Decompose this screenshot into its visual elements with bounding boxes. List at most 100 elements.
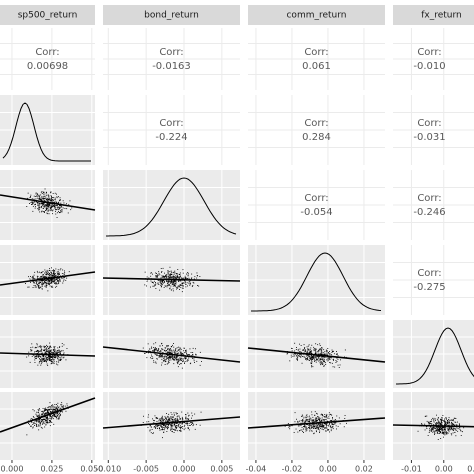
scatter-dot (315, 430, 317, 432)
x-tick-label: 0.005 (210, 465, 233, 474)
scatter-dot (58, 407, 59, 409)
scatter-dot (56, 407, 57, 409)
scatter-dot (56, 285, 58, 287)
scatter-dot (196, 272, 198, 274)
scatter-dot (441, 419, 443, 421)
strip-label: sp500_return (18, 11, 78, 21)
scatter-dot (176, 361, 178, 363)
scatter-dot (32, 416, 34, 417)
x-tick-label: 0.00 (435, 465, 453, 474)
scatter-dot (57, 283, 59, 285)
scatter-dot (159, 356, 161, 357)
scatter-dot (61, 410, 63, 412)
scatter-dot (327, 352, 329, 354)
scatter-dot (310, 417, 312, 419)
scatter-dot (315, 417, 317, 419)
scatter-dot (32, 281, 34, 282)
scatter-dot (161, 358, 163, 360)
scatter-dot (445, 423, 447, 425)
scatter-dot (42, 205, 44, 207)
scatter-dot (304, 420, 306, 422)
scatter-dot (47, 346, 48, 348)
scatter-dot (57, 357, 58, 359)
scatter-dot (429, 423, 431, 424)
scatter-dot (56, 277, 58, 279)
scatter-dot (179, 274, 180, 275)
scatter-dot (176, 422, 177, 424)
scatter-dot (151, 356, 153, 357)
scatter-dot (184, 275, 186, 277)
scatter-dot (48, 355, 50, 357)
scatter-dot (36, 275, 38, 277)
scatter-dot (53, 204, 55, 206)
scatter-dot (46, 351, 47, 352)
scatter-dot (310, 427, 312, 429)
scatter-dot (166, 427, 168, 429)
scatter-dot (51, 278, 53, 280)
scatter-dot (172, 276, 174, 277)
scatter-dot (48, 203, 50, 205)
scatter-dot (179, 427, 181, 428)
scatter-dot (318, 350, 320, 352)
scatter-dot (156, 421, 158, 422)
scatter-dot (54, 192, 56, 194)
scatter-dot (57, 347, 59, 349)
scatter-dot (40, 426, 42, 428)
scatter-dot (315, 353, 317, 355)
scatter-dot (316, 357, 317, 359)
scatter-dot (178, 359, 180, 361)
scatter-dot (336, 361, 338, 362)
scatter-dot (318, 416, 320, 418)
scatter-dot (312, 357, 314, 359)
scatter-dot (38, 280, 40, 282)
scatter-dot (178, 286, 180, 288)
scatter-dot (168, 278, 170, 279)
scatter-dot (155, 427, 157, 428)
scatter-dot (46, 276, 48, 278)
scatter-dot (53, 346, 55, 348)
scatter-dot (320, 425, 322, 427)
scatter-dot (62, 269, 64, 271)
scatter-dot (305, 430, 307, 432)
scatter-dot (34, 278, 36, 280)
scatter-dot (59, 199, 61, 200)
scatter-dot (36, 201, 37, 203)
scatter-dot (295, 353, 297, 355)
panel (247, 392, 386, 460)
scatter-dot (297, 350, 299, 352)
scatter-dot (182, 353, 184, 355)
scatter-dot (192, 352, 194, 353)
scatter-dot (170, 420, 172, 422)
scatter-dot (172, 284, 174, 285)
scatter-dot (317, 356, 319, 357)
scatter-dot (305, 418, 307, 420)
scatter-dot (54, 349, 56, 351)
corr-value: -0.275 (413, 282, 445, 293)
scatter-dot (174, 420, 176, 422)
scatter-dot (450, 429, 451, 431)
scatter-dot (320, 361, 322, 363)
scatter-dot (178, 423, 180, 425)
scatter-dot (183, 422, 185, 423)
scatter-dot (297, 431, 299, 433)
scatter-dot (436, 430, 438, 432)
scatter-dot (50, 350, 52, 352)
scatter-dot (163, 280, 164, 281)
scatter-dot (169, 287, 171, 289)
scatter-dot (160, 425, 161, 427)
scatter-dot (177, 287, 179, 289)
scatter-dot (64, 208, 66, 209)
scatter-dot (160, 419, 162, 421)
scatter-dot (35, 355, 37, 357)
scatter-dot (328, 423, 330, 424)
scatter-dot (148, 352, 149, 354)
scatter-dot (151, 429, 153, 430)
scatter-dot (183, 429, 185, 431)
scatter-dot (320, 364, 321, 366)
scatter-dot (44, 350, 45, 352)
scatter-dot (48, 280, 50, 282)
scatter-dot (163, 419, 165, 421)
scatter-dot (43, 410, 45, 412)
scatter-dot (441, 417, 443, 419)
scatter-dot (149, 348, 151, 350)
